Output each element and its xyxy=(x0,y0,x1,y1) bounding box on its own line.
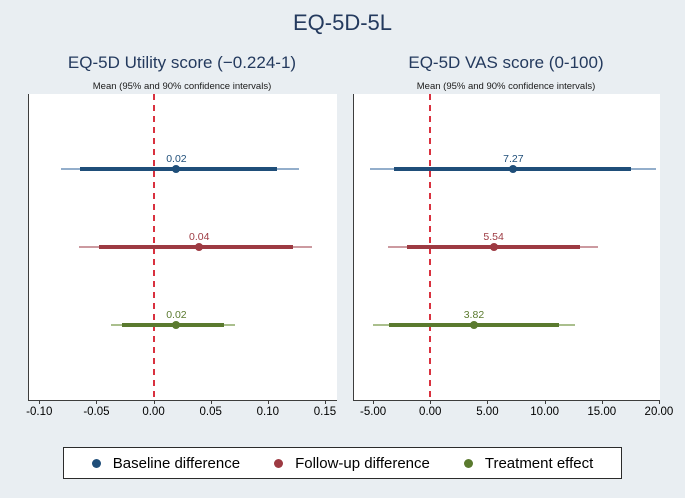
legend-item-treatment: Treatment effect xyxy=(463,454,594,472)
x-axis-tick xyxy=(544,400,546,404)
legend-treatment-label: Treatment effect xyxy=(484,454,594,472)
treatment-mean-dot xyxy=(469,321,478,329)
x-axis-tick-label: 0.05 xyxy=(199,406,222,418)
baseline-dot-icon xyxy=(91,458,101,468)
baseline-mean-dot xyxy=(509,165,518,173)
x-axis-tick-label: 10.00 xyxy=(530,406,559,418)
utility-panel-note: Mean (95% and 90% confidence intervals) xyxy=(92,81,272,92)
vas-panel-title: EQ-5D VAS score (0-100) xyxy=(408,53,604,72)
treatment-dot-icon xyxy=(463,458,473,468)
followup-mean-value-label: 5.54 xyxy=(483,231,504,243)
x-axis-tick xyxy=(658,400,660,404)
legend-followup-label: Follow-up difference xyxy=(295,454,430,472)
x-axis-tick-label: -0.10 xyxy=(26,406,53,418)
baseline-mean-value-label: 7.27 xyxy=(503,153,524,165)
treatment-mean-value-label: 3.82 xyxy=(463,309,485,321)
vas-panel-note: Mean (95% and 90% confidence intervals) xyxy=(416,81,596,92)
treatment-mean-dot xyxy=(172,321,181,329)
utility-panel-title: EQ-5D Utility score (−0.224-1) xyxy=(67,53,297,72)
x-axis-tick-label: 20.00 xyxy=(644,406,674,418)
x-axis-tick-label: 0.00 xyxy=(419,406,442,418)
legend-baseline-label: Baseline difference xyxy=(112,454,241,472)
followup-mean-dot xyxy=(489,243,498,251)
x-axis-tick-label: 0.15 xyxy=(313,406,337,418)
x-axis-tick xyxy=(210,400,212,404)
legend-item-followup: Follow-up difference xyxy=(274,455,430,472)
baseline-mean-dot xyxy=(172,165,181,173)
x-axis-tick xyxy=(324,400,326,404)
x-axis-tick-label: 0.10 xyxy=(256,406,280,418)
x-axis-tick-label: 15.00 xyxy=(587,406,617,418)
legend-item-baseline: Baseline difference xyxy=(91,454,241,472)
followup-dot-icon xyxy=(274,458,284,468)
x-axis-tick-label: 5.00 xyxy=(476,406,499,418)
baseline-mean-value-label: 0.02 xyxy=(166,153,187,165)
x-axis-tick-label: 0.00 xyxy=(142,406,165,418)
x-axis-tick-label: -0.05 xyxy=(83,406,110,418)
x-axis-tick xyxy=(487,400,489,404)
utility-plot-area: -0.10 -0.05 0.00 0.05 0.10 0.15 0.02 0.04 0.02 xyxy=(26,94,337,418)
x-axis-tick xyxy=(96,400,98,404)
x-axis-tick-label: -5.00 xyxy=(359,406,387,418)
x-axis-tick xyxy=(373,400,375,404)
x-axis-tick xyxy=(267,400,269,404)
x-axis-tick xyxy=(430,400,432,404)
treatment-mean-value-label: 0.02 xyxy=(166,309,187,321)
followup-mean-dot xyxy=(195,243,204,251)
followup-mean-value-label: 0.04 xyxy=(189,231,210,243)
x-axis-tick xyxy=(153,400,155,404)
figure-title: EQ-5D-5L xyxy=(292,10,393,35)
vas-plot-area: -5.00 0.00 5.00 10.00 15.00 20.00 7.27 5.54 3.82 xyxy=(353,94,673,418)
x-axis-tick xyxy=(601,400,603,404)
x-axis-tick xyxy=(39,400,41,404)
legend: Baseline difference Follow-up difference… xyxy=(63,447,622,479)
